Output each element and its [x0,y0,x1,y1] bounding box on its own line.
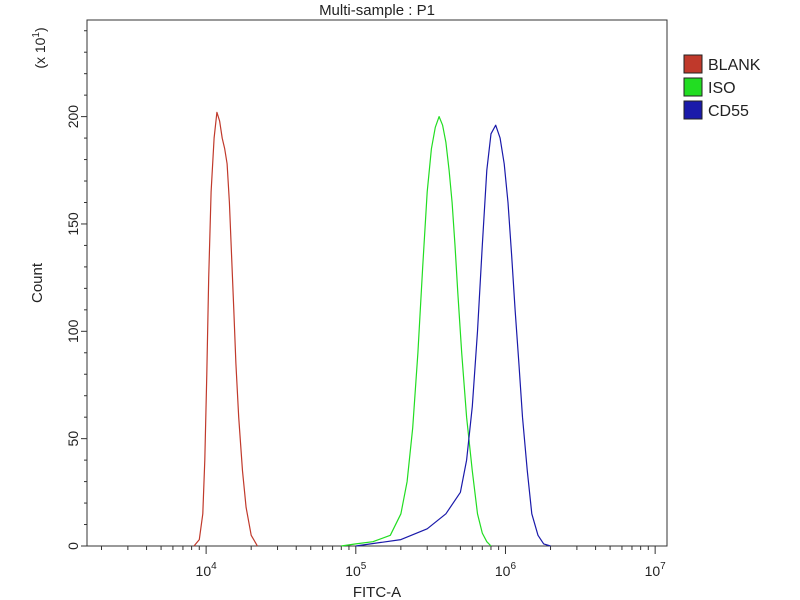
y-multiplier-label: (x 101) [31,27,48,68]
series-line-iso [341,116,492,547]
x-axis: 104 105 106 107 [101,546,667,579]
series-layer [193,111,551,547]
chart-title: Multi-sample : P1 [319,2,435,19]
x-axis-title: FITC-A [353,584,401,600]
y-tick-label: 150 [65,212,81,236]
x-tick-label: 104 [196,561,218,579]
y-axis-title: Count [29,262,46,303]
legend-label: CD55 [708,103,749,120]
y-tick-label: 100 [65,319,81,343]
series-line-cd55 [355,124,551,547]
legend-label: BLANK [708,57,761,74]
y-tick-label: 0 [65,542,81,550]
y-axis: 0 50 100 150 200 [65,30,87,550]
x-tick-label: 106 [495,561,517,579]
y-tick-label: 200 [65,105,81,129]
legend-swatch [683,54,703,74]
legend-swatch [683,77,703,97]
x-tick-label: 107 [645,561,667,579]
y-tick-label: 50 [65,431,81,447]
x-tick-label: 105 [345,561,367,579]
legend: BLANK ISO CD55 [683,54,761,120]
plot-frame [86,19,668,547]
legend-label: ISO [708,80,736,97]
series-line-blank [193,111,258,547]
legend-swatch [683,100,703,120]
